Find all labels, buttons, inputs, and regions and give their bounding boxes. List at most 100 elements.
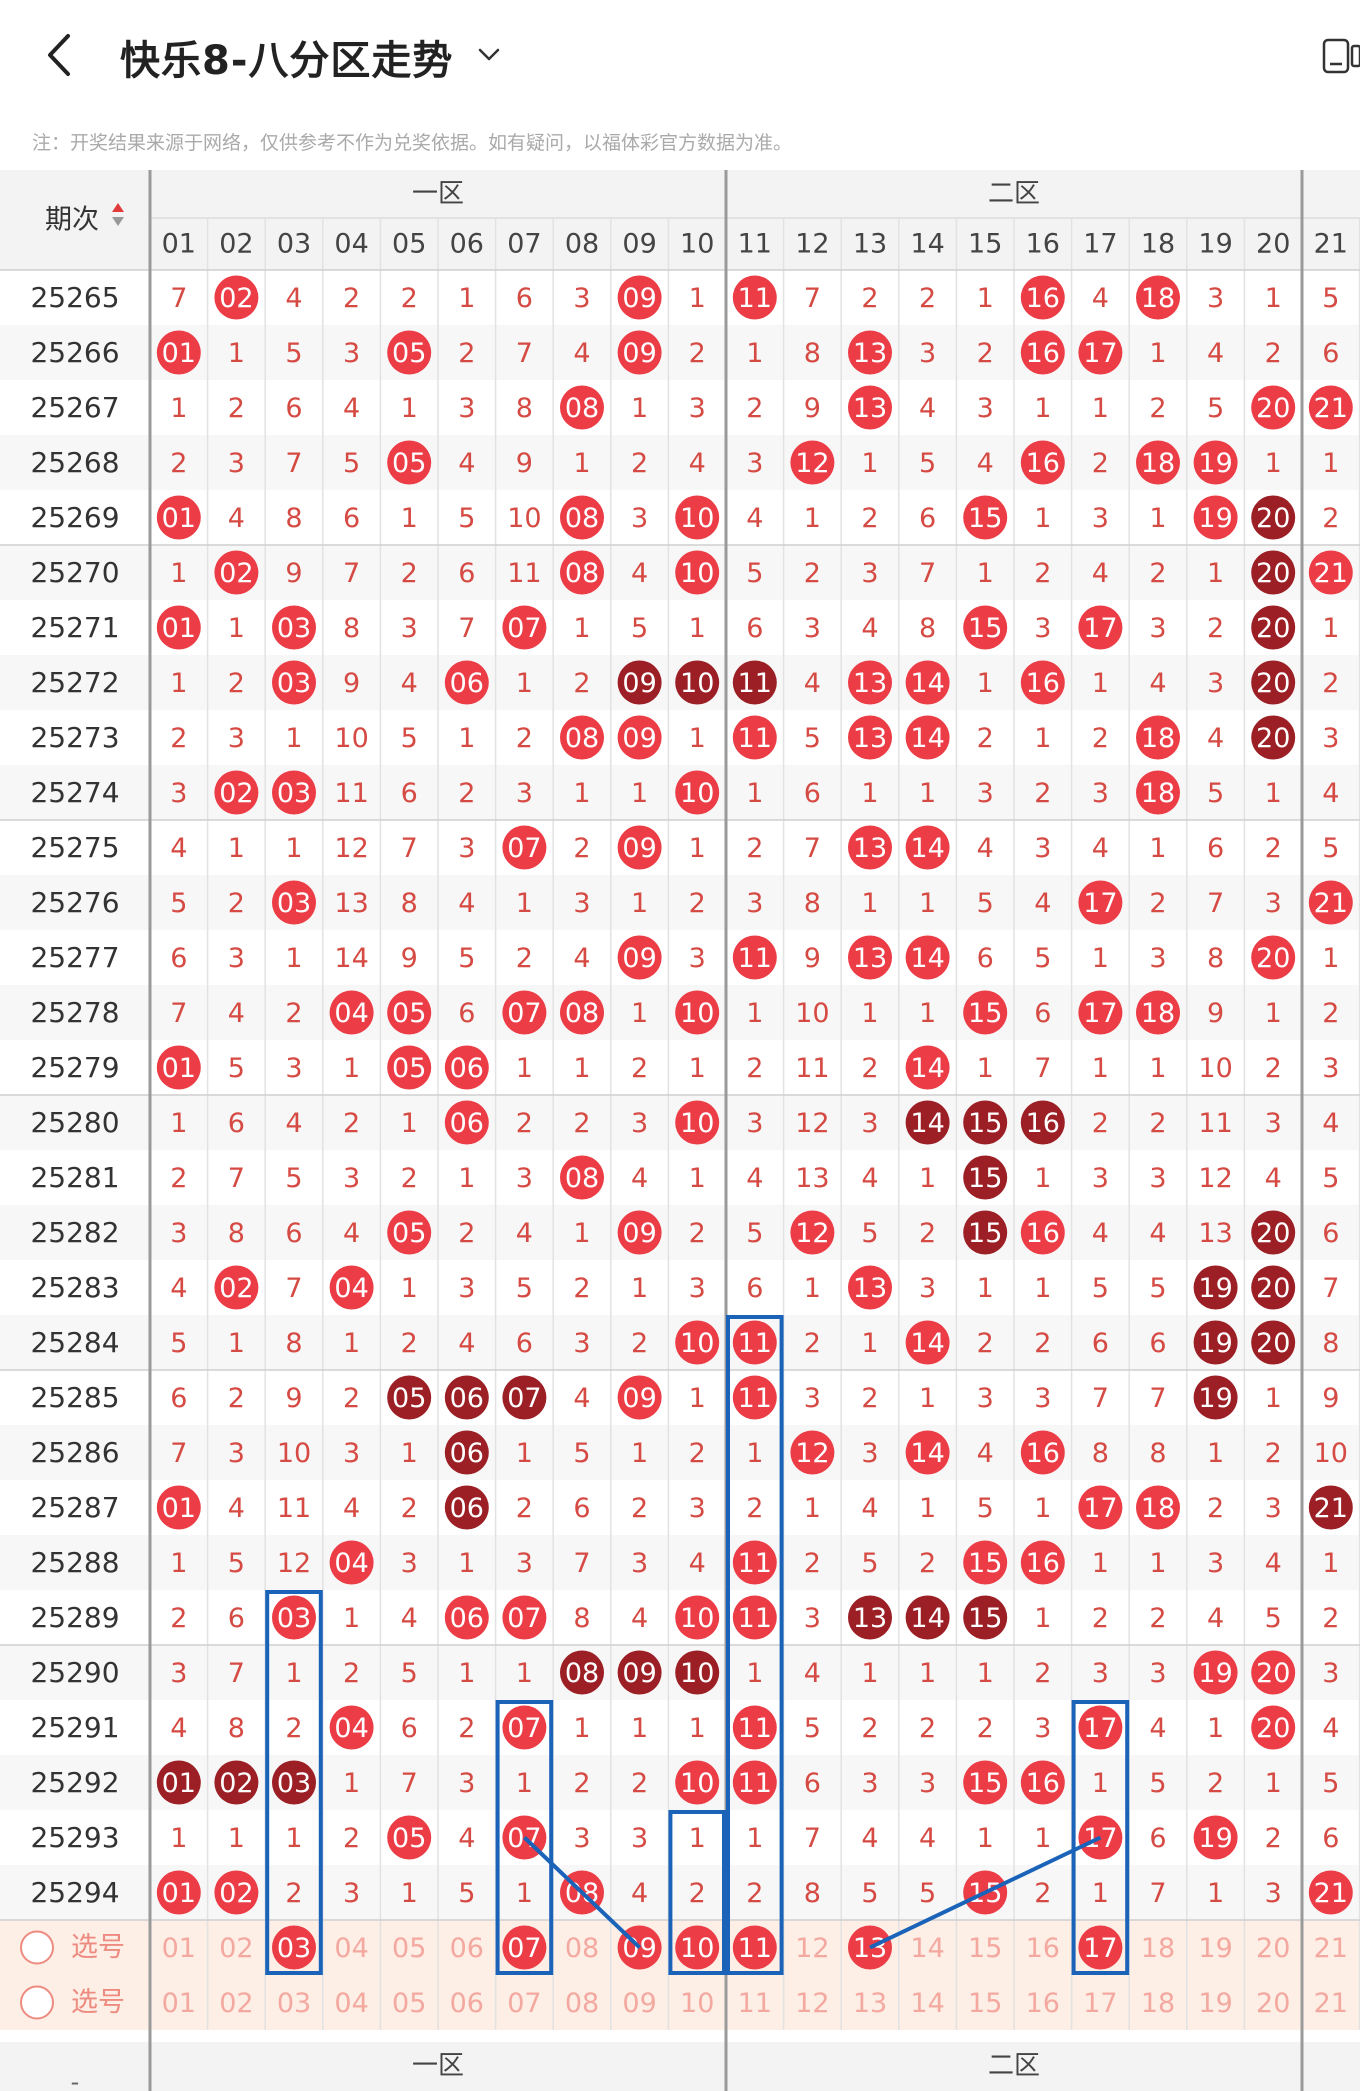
hit-number[interactable]: 06 xyxy=(450,1493,484,1524)
hit-number[interactable]: 16 xyxy=(1026,668,1060,699)
hit-number[interactable]: 21 xyxy=(1314,1878,1348,1909)
hit-ball[interactable] xyxy=(1078,1485,1123,1530)
hit-number[interactable]: 07 xyxy=(507,998,541,1029)
hit-number[interactable]: 15 xyxy=(968,1108,1002,1139)
selectable-number[interactable]: 21 xyxy=(1314,1988,1348,2019)
hit-ball[interactable] xyxy=(156,1760,201,1805)
hit-ball[interactable] xyxy=(329,990,374,1035)
hit-number[interactable]: 16 xyxy=(1026,283,1060,314)
hit-ball[interactable] xyxy=(732,1705,777,1750)
hit-number[interactable]: 11 xyxy=(738,723,772,754)
selectable-number[interactable]: 11 xyxy=(738,1988,772,2019)
hit-number[interactable]: 10 xyxy=(680,998,714,1029)
hit-number[interactable]: 19 xyxy=(1198,448,1232,479)
hit-number[interactable]: 16 xyxy=(1026,448,1060,479)
hit-ball[interactable] xyxy=(214,770,259,815)
hit-number[interactable]: 08 xyxy=(565,503,599,534)
hit-number[interactable]: 20 xyxy=(1256,1713,1290,1744)
hit-ball[interactable] xyxy=(617,715,662,760)
hit-number[interactable]: 18 xyxy=(1141,998,1175,1029)
hit-number[interactable]: 17 xyxy=(1083,338,1117,369)
hit-ball[interactable] xyxy=(617,1375,662,1420)
hit-ball[interactable] xyxy=(905,715,950,760)
hit-ball[interactable] xyxy=(1193,1265,1238,1310)
hit-number[interactable]: 05 xyxy=(392,338,426,369)
hit-ball[interactable] xyxy=(214,1870,259,1915)
hit-ball[interactable] xyxy=(790,1430,835,1475)
hit-number[interactable]: 03 xyxy=(277,888,311,919)
hit-ball[interactable] xyxy=(1193,495,1238,540)
hit-ball[interactable] xyxy=(848,1265,892,1310)
hit-ball[interactable] xyxy=(617,1650,662,1695)
hit-number[interactable]: 20 xyxy=(1256,613,1290,644)
picked-number[interactable]: 03 xyxy=(277,1933,311,1964)
selectable-number[interactable]: 06 xyxy=(450,1988,484,2019)
hit-ball[interactable] xyxy=(1020,330,1065,375)
hit-ball[interactable] xyxy=(329,1705,374,1750)
hit-ball[interactable] xyxy=(1136,440,1180,485)
selectable-number[interactable]: 14 xyxy=(910,1933,944,1964)
back-arrow-icon[interactable] xyxy=(40,30,80,80)
hit-ball[interactable] xyxy=(905,1595,950,1640)
hit-number[interactable]: 18 xyxy=(1141,723,1175,754)
hit-number[interactable]: 20 xyxy=(1256,943,1290,974)
hit-number[interactable]: 14 xyxy=(910,1603,944,1634)
hit-number[interactable]: 07 xyxy=(507,1713,541,1744)
hit-ball[interactable] xyxy=(617,1210,662,1255)
hit-ball[interactable] xyxy=(1251,385,1296,430)
hit-ball[interactable] xyxy=(1136,715,1180,760)
hit-number[interactable]: 10 xyxy=(680,1768,714,1799)
hit-ball[interactable] xyxy=(387,990,432,1035)
hit-ball[interactable] xyxy=(732,275,777,320)
hit-ball[interactable] xyxy=(214,275,259,320)
picked-number[interactable]: 13 xyxy=(853,1933,887,1964)
hit-ball[interactable] xyxy=(1020,660,1065,705)
hit-number[interactable]: 01 xyxy=(162,613,196,644)
hit-number[interactable]: 19 xyxy=(1198,1273,1232,1304)
hit-ball[interactable] xyxy=(675,1320,720,1365)
hit-number[interactable]: 14 xyxy=(910,1438,944,1469)
selectable-number[interactable]: 18 xyxy=(1141,1933,1175,1964)
hit-number[interactable]: 15 xyxy=(968,1218,1002,1249)
hit-number[interactable]: 01 xyxy=(162,1878,196,1909)
radio-circle-icon[interactable] xyxy=(20,1985,54,2020)
hit-ball[interactable] xyxy=(848,660,892,705)
hit-ball[interactable] xyxy=(1251,1650,1296,1695)
selectable-number[interactable]: 05 xyxy=(392,1988,426,2019)
hit-number[interactable]: 08 xyxy=(565,558,599,589)
hit-ball[interactable] xyxy=(560,715,604,760)
hit-ball[interactable] xyxy=(732,1760,777,1805)
hit-ball[interactable] xyxy=(560,385,604,430)
device-icon[interactable] xyxy=(1322,36,1360,78)
hit-ball[interactable] xyxy=(1193,1650,1238,1695)
hit-number[interactable]: 04 xyxy=(334,998,368,1029)
hit-ball[interactable] xyxy=(1078,880,1123,925)
hit-number[interactable]: 11 xyxy=(738,1328,772,1359)
hit-number[interactable]: 19 xyxy=(1198,1658,1232,1689)
hit-ball[interactable] xyxy=(444,1100,489,1145)
hit-ball[interactable] xyxy=(387,330,432,375)
hit-number[interactable]: 21 xyxy=(1314,888,1348,919)
hit-number[interactable]: 16 xyxy=(1026,1548,1060,1579)
hit-ball[interactable] xyxy=(156,605,201,650)
hit-number[interactable]: 08 xyxy=(565,1163,599,1194)
hit-ball[interactable] xyxy=(387,1815,432,1860)
hit-number[interactable]: 11 xyxy=(738,943,772,974)
hit-number[interactable]: 15 xyxy=(968,613,1002,644)
hit-number[interactable]: 14 xyxy=(910,1108,944,1139)
hit-ball[interactable] xyxy=(502,1375,547,1420)
hit-ball[interactable] xyxy=(214,550,259,595)
hit-number[interactable]: 06 xyxy=(450,668,484,699)
hit-ball[interactable] xyxy=(1251,935,1296,980)
hit-ball[interactable] xyxy=(1251,1705,1296,1750)
hit-ball[interactable] xyxy=(387,440,432,485)
hit-number[interactable]: 08 xyxy=(565,1658,599,1689)
hit-ball[interactable] xyxy=(329,1540,374,1585)
sort-arrows-icon[interactable] xyxy=(112,203,124,212)
hit-ball[interactable] xyxy=(675,990,720,1035)
hit-ball[interactable] xyxy=(1020,1210,1065,1255)
hit-number[interactable]: 12 xyxy=(795,448,829,479)
hit-ball[interactable] xyxy=(272,605,316,650)
hit-ball[interactable] xyxy=(1308,880,1353,925)
selectable-number[interactable]: 12 xyxy=(795,1988,829,2019)
